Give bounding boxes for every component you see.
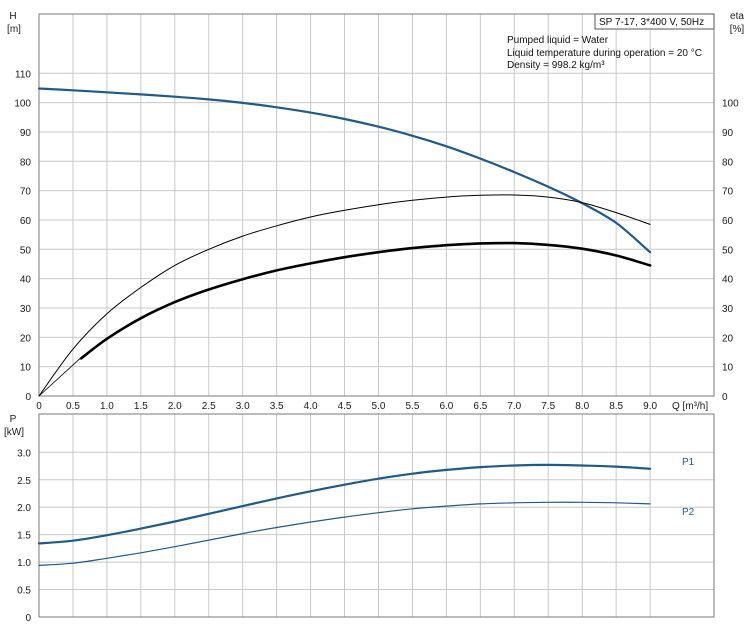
liquid-temperature-text: Liquid temperature during operation = 20…: [507, 48, 702, 59]
head-tick-label: 10: [20, 363, 32, 374]
head-tick-label: 90: [20, 128, 32, 139]
x-tick-label: 4.0: [304, 401, 318, 412]
x-tick-label: 2.5: [202, 401, 216, 412]
upper-plot-frame: [38, 13, 715, 397]
eta-axis-unit: [%]: [730, 24, 745, 35]
lower-grid: [39, 414, 714, 617]
density-text: Density = 998.2 kg/m³: [507, 60, 605, 71]
head-tick-label: 60: [20, 216, 32, 227]
x-tick-label: 9.0: [643, 401, 657, 412]
power-tick-label: 0.5: [17, 586, 31, 597]
eta-tick-label: 40: [722, 275, 734, 286]
power-tick-label: 2.0: [17, 503, 31, 514]
x-tick-label: 6.5: [473, 401, 487, 412]
head-tick-label: 0: [25, 392, 31, 403]
eta-axis-label: eta: [730, 11, 744, 22]
upper-plot: 0 0.5 1.0 1.5 2.0 2.5 3.0 3.5 4.0 4.5 5.0 5.5 6.0 6.5…: [14, 13, 739, 412]
upper-left-tick-labels: 0 10 20 30 40 50 60 70 80 90 100 110: [14, 69, 31, 403]
head-axis-label: H: [9, 11, 16, 22]
p1-power-curve: [37, 463, 652, 545]
power-tick-label: 0: [25, 613, 31, 624]
power-tick-label: 1.0: [17, 558, 31, 569]
x-tick-label: 0: [36, 401, 42, 412]
lower-plot-frame: [38, 413, 715, 618]
pumped-liquid-text: Pumped liquid = Water: [507, 35, 609, 46]
head-tick-label: 70: [20, 187, 32, 198]
head-tick-label: 30: [20, 304, 32, 315]
p2-power-curve: [38, 501, 651, 566]
eta-tick-label: 80: [722, 157, 734, 168]
head-tick-label: 50: [20, 245, 32, 256]
power-axis-unit: [kW]: [4, 427, 24, 438]
eta-tick-label: 100: [722, 99, 739, 110]
head-tick-label: 80: [20, 157, 32, 168]
x-tick-label: 3.5: [270, 401, 284, 412]
power-tick-label: 2.5: [17, 476, 31, 487]
x-tick-label: 0.5: [66, 401, 80, 412]
upper-grid: [39, 14, 714, 396]
p2-series-label: P2: [682, 507, 695, 518]
upper-x-tick-labels: 0 0.5 1.0 1.5 2.0 2.5 3.0 3.5 4.0 4.5 5.0 5.5 6.0 6.5…: [36, 401, 657, 412]
lower-left-tick-labels: 0 0.5 1.0 1.5 2.0 2.5 3.0: [17, 448, 31, 624]
upper-series: [37, 87, 652, 397]
head-axis-unit: [m]: [7, 24, 21, 35]
eta-tick-label: 70: [722, 187, 734, 198]
efficiency-thick-curve: [79, 241, 652, 360]
eta-tick-label: 10: [722, 363, 734, 374]
x-tick-label: 7.0: [507, 401, 521, 412]
x-tick-label: 1.5: [134, 401, 148, 412]
title-box: [594, 13, 715, 30]
chart-title: SP 7-17, 3*400 V, 50Hz: [599, 17, 704, 28]
lower-plot: 0 0.5 1.0 1.5 2.0 2.5 3.0: [17, 413, 715, 624]
eta-tick-label: 60: [722, 216, 734, 227]
flow-axis-label: Q [m³/h]: [672, 401, 708, 412]
x-tick-label: 1.0: [100, 401, 114, 412]
x-tick-label: 5.0: [372, 401, 386, 412]
head-tick-label: 20: [20, 333, 32, 344]
eta-tick-label: 90: [722, 128, 734, 139]
x-tick-label: 8.0: [575, 401, 589, 412]
x-tick-label: 4.5: [338, 401, 352, 412]
lower-series: [37, 463, 652, 566]
x-tick-label: 5.5: [405, 401, 419, 412]
upper-right-tick-labels: 0 10 20 30 40 50 60 70 80 90 100: [722, 99, 739, 403]
efficiency-guide-line: [38, 357, 82, 397]
eta-tick-label: 50: [722, 245, 734, 256]
eta-tick-label: 0: [722, 392, 728, 403]
eta-tick-label: 20: [722, 333, 734, 344]
efficiency-thin-curve: [38, 194, 651, 397]
x-tick-label: 2.0: [168, 401, 182, 412]
head-tick-label: 100: [14, 99, 31, 110]
power-tick-label: 3.0: [17, 448, 31, 459]
x-tick-label: 8.5: [609, 401, 623, 412]
x-tick-label: 6.0: [439, 401, 453, 412]
head-curve: [37, 87, 652, 254]
power-axis-label: P: [10, 414, 17, 425]
p1-series-label: P1: [682, 457, 695, 468]
head-tick-label: 110: [15, 69, 31, 80]
x-tick-label: 3.0: [236, 401, 250, 412]
x-tick-label: 7.5: [541, 401, 555, 412]
power-tick-label: 1.5: [17, 531, 31, 542]
head-tick-label: 40: [20, 275, 32, 286]
eta-tick-label: 30: [722, 304, 734, 315]
